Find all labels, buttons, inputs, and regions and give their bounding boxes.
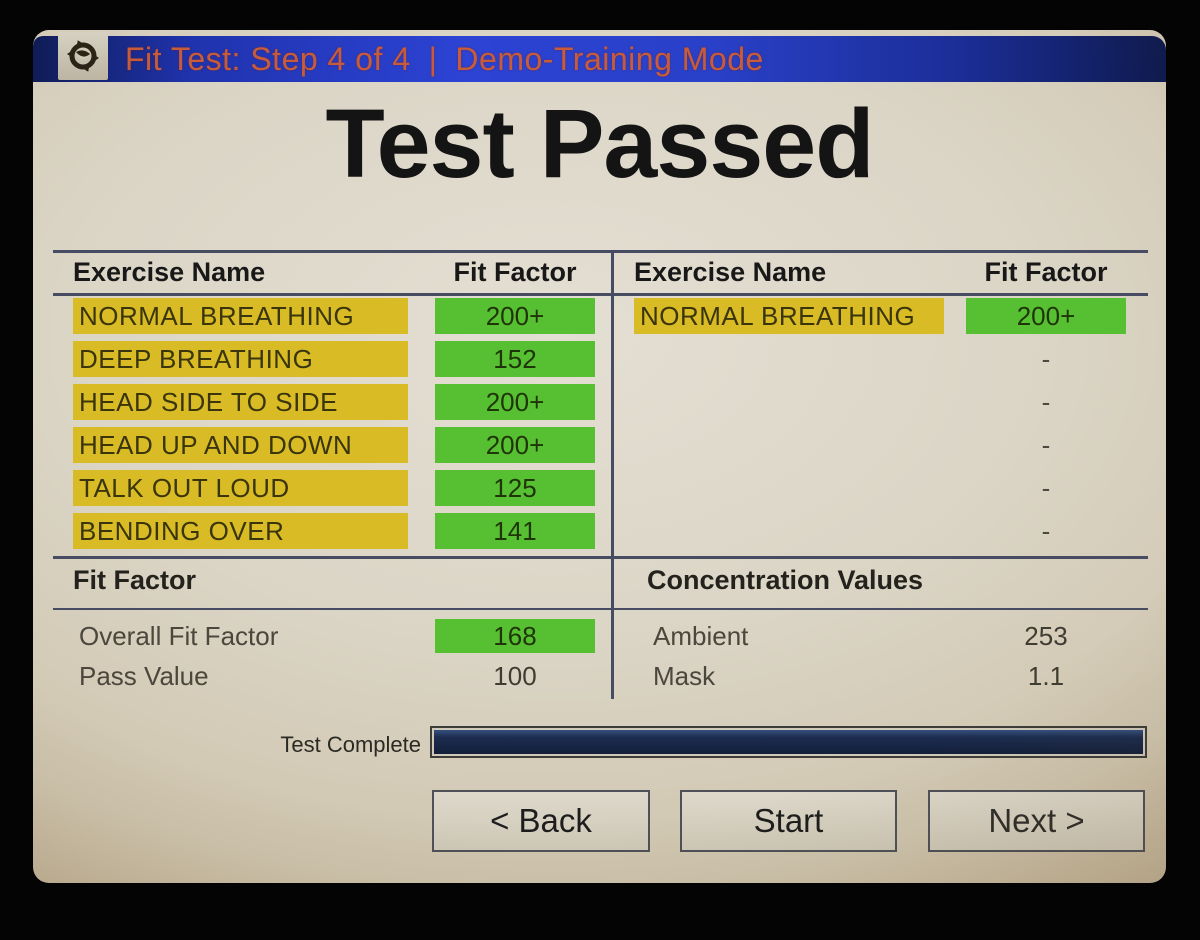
mask-label: Mask (653, 660, 716, 691)
exercise-name-cell (634, 384, 944, 420)
tsi-logo-icon (58, 32, 108, 80)
fit-factor-section-title: Fit Factor (73, 565, 197, 595)
concentration-stats: Ambient 253 Mask 1.1 (647, 616, 1126, 696)
next-button[interactable]: Next > (928, 790, 1145, 852)
title-mode: Demo-Training Mode (455, 40, 764, 77)
table-row: TALK OUT LOUD 125 (73, 470, 595, 513)
fit-factor-cell: 200+ (435, 298, 595, 334)
table-center-divider (611, 250, 614, 699)
start-button[interactable]: Start (680, 790, 897, 852)
fit-factor-cell: 200+ (435, 384, 595, 420)
exercise-name-cell (634, 427, 944, 463)
table-top-line (53, 250, 1148, 253)
table-row: HEAD SIDE TO SIDE 200+ (73, 384, 595, 427)
exercise-name-cell: NORMAL BREATHING (73, 298, 408, 334)
table-row: - (634, 470, 1126, 513)
exercise-name-cell: TALK OUT LOUD (73, 470, 408, 506)
exercise-name-cell (634, 470, 944, 506)
table-row: - (634, 384, 1126, 427)
exercise-name-cell: NORMAL BREATHING (634, 298, 944, 334)
mask-row: Mask 1.1 (647, 656, 1126, 696)
pass-value-label: Pass Value (79, 660, 209, 691)
overall-fit-factor-label: Overall Fit Factor (79, 620, 279, 651)
title-separator: | (428, 40, 438, 77)
fit-factor-cell: - (1041, 387, 1051, 417)
table-row: BENDING OVER 141 (73, 513, 595, 556)
concentration-section-title: Concentration Values (647, 565, 924, 595)
table-row: NORMAL BREATHING 200+ (73, 298, 595, 341)
back-button[interactable]: < Back (432, 790, 650, 852)
table-row: DEEP BREATHING 152 (73, 341, 595, 384)
table-row: - (634, 427, 1126, 470)
exercise-rows-right: NORMAL BREATHING 200+ - - - - (634, 298, 1126, 556)
ambient-row: Ambient 253 (647, 616, 1126, 656)
title-step: Fit Test: Step 4 of 4 (125, 40, 411, 77)
table-row: - (634, 513, 1126, 556)
exercise-name-cell: BENDING OVER (73, 513, 408, 549)
title-bar: Fit Test: Step 4 of 4 | Demo-Training Mo… (33, 32, 1166, 82)
table-row: NORMAL BREATHING 200+ (634, 298, 1126, 341)
fit-factor-cell: 141 (435, 513, 595, 549)
exercise-rows-left: NORMAL BREATHING 200+ DEEP BREATHING 152… (73, 298, 595, 556)
pass-value-row: Pass Value 100 (73, 656, 595, 696)
test-result-heading: Test Passed (325, 89, 875, 198)
exercise-name-cell: HEAD UP AND DOWN (73, 427, 408, 463)
test-progress-bar (430, 726, 1147, 758)
results-left-half: Exercise Name Fit Factor NORMAL BREATHIN… (53, 250, 611, 699)
exercise-name-cell: DEEP BREATHING (73, 341, 408, 377)
exercise-name-cell: HEAD SIDE TO SIDE (73, 384, 408, 420)
results-right-half: Exercise Name Fit Factor NORMAL BREATHIN… (614, 250, 1148, 699)
column-header-fit-factor: Fit Factor (453, 257, 577, 287)
fit-factor-cell: 200+ (435, 427, 595, 463)
header-underline (53, 293, 1148, 296)
results-table: Exercise Name Fit Factor NORMAL BREATHIN… (53, 250, 1148, 699)
column-header-exercise-name: Exercise Name (73, 257, 266, 287)
fit-factor-stats: Overall Fit Factor 168 Pass Value 100 (73, 616, 595, 696)
pass-value-value: 100 (493, 660, 537, 691)
table-row: HEAD UP AND DOWN 200+ (73, 427, 595, 470)
overall-fit-factor-value: 168 (435, 619, 595, 653)
fit-factor-cell: 152 (435, 341, 595, 377)
fit-factor-cell: 200+ (966, 298, 1126, 334)
ambient-label: Ambient (653, 620, 749, 651)
fit-factor-cell: - (1041, 344, 1051, 374)
overall-fit-factor-row: Overall Fit Factor 168 (73, 616, 595, 656)
fit-factor-cell: - (1041, 516, 1051, 546)
mask-value: 1.1 (1027, 660, 1065, 691)
exercise-name-cell (634, 341, 944, 377)
column-header-fit-factor: Fit Factor (984, 257, 1108, 287)
progress-fill (434, 730, 1143, 754)
window-title: Fit Test: Step 4 of 4 | Demo-Training Mo… (125, 36, 764, 82)
column-header-exercise-name: Exercise Name (634, 257, 827, 287)
section-underline (53, 608, 1148, 610)
exercise-name-cell (634, 513, 944, 549)
device-screen: Fit Test: Step 4 of 4 | Demo-Training Mo… (33, 30, 1166, 883)
progress-status-label: Test Complete (280, 732, 421, 757)
table-row: - (634, 341, 1126, 384)
ambient-value: 253 (1024, 620, 1068, 651)
fit-factor-cell: 125 (435, 470, 595, 506)
fit-factor-cell: - (1041, 430, 1051, 460)
fit-factor-cell: - (1041, 473, 1051, 503)
section-top-line (53, 556, 1148, 559)
